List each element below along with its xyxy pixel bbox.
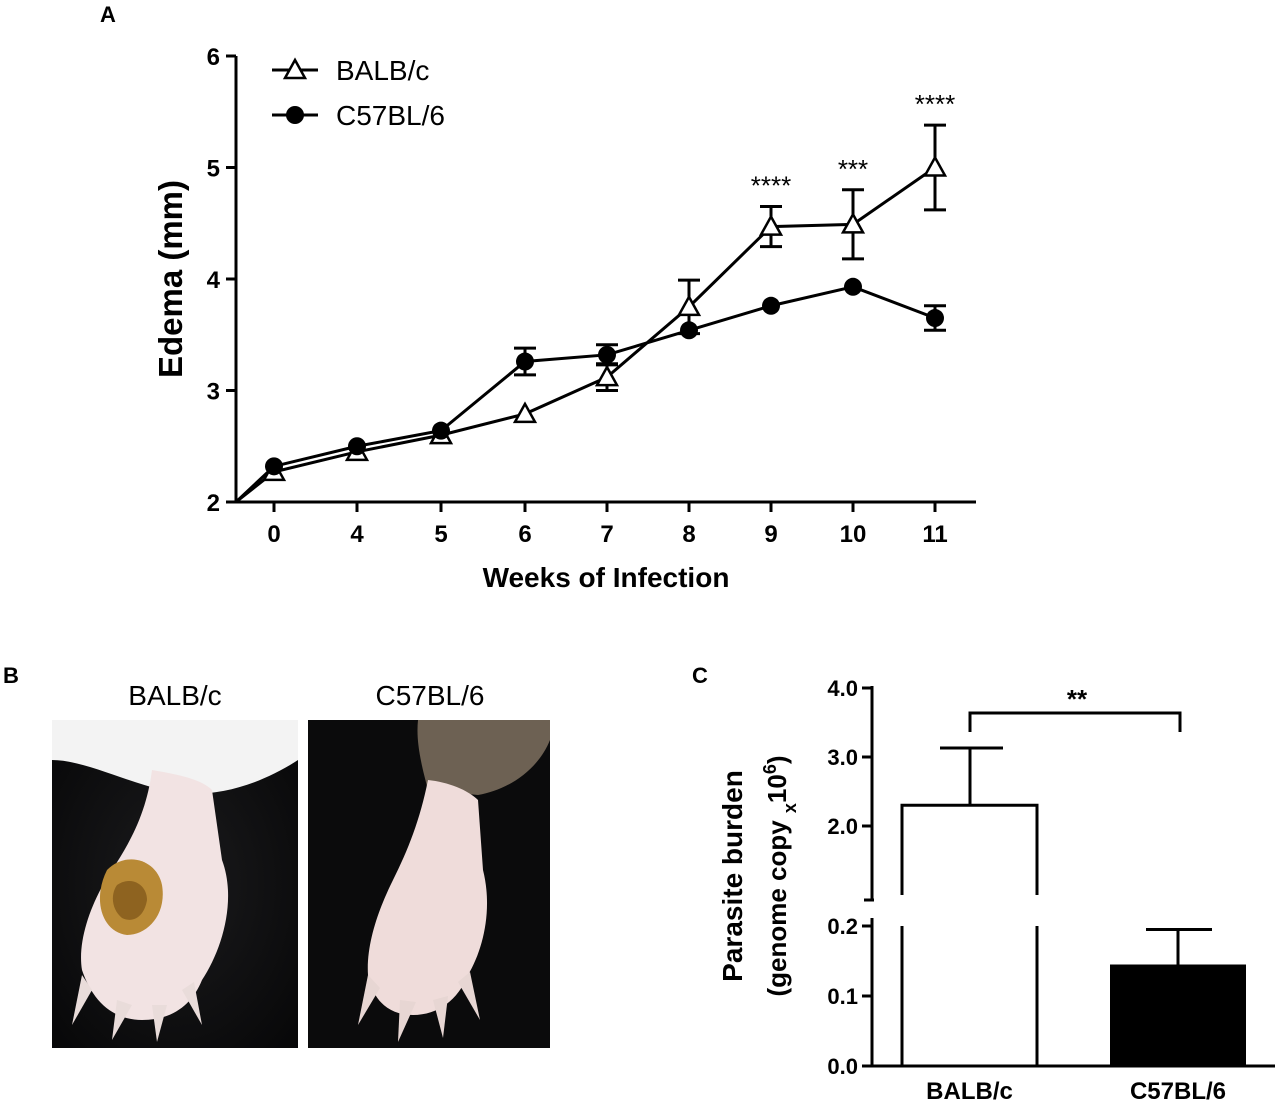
panel-label-b: B <box>3 663 19 688</box>
data-point-c57bl6 <box>348 437 366 456</box>
significance-stars: ** <box>1067 684 1088 714</box>
parasite-burden-bar-chart: 0.0 0.1 0.2 2.0 3.0 4.0 ** BALB/c C57BL/6 Parasit… <box>717 676 1275 1105</box>
y-tick-label: 0.1 <box>827 984 858 1009</box>
y-axis-subtitle-part: 6 <box>760 764 780 774</box>
x-tick-label: C57BL/6 <box>1130 1078 1226 1105</box>
legend-label-c57bl6: C57BL/6 <box>336 100 445 131</box>
data-point-balbc <box>512 401 538 424</box>
data-point-c57bl6 <box>762 296 780 315</box>
bar-balbc-upper <box>900 803 1039 895</box>
y-axis-subtitle-part: 10 <box>762 774 792 803</box>
y-tick-label: 6 <box>207 44 220 71</box>
x-tick-label: 7 <box>600 521 613 548</box>
significance-bracket <box>968 711 1182 732</box>
x-tick-label: 6 <box>518 521 531 548</box>
y-axis-subtitle-part: ) <box>762 755 792 764</box>
y-axis-title: Parasite burden <box>717 770 748 982</box>
data-point-balbc <box>922 154 948 177</box>
data-point-c57bl6 <box>844 277 862 296</box>
photo-title-balbc: BALB/c <box>128 680 222 711</box>
edema-line-chart: 2 3 4 5 6 0 4 5 6 7 8 9 10 11 Weeks of Infection Edema … <box>152 44 976 593</box>
y-axis-subtitle-part: (genome copy <box>762 813 792 996</box>
legend: BALB/c C57BL/6 <box>272 55 445 131</box>
photo-c57bl6-paw <box>308 720 550 1048</box>
legend-marker-balbc <box>282 57 308 80</box>
paw-illustration-c57bl6 <box>308 720 550 1048</box>
series-line-c57bl6 <box>234 285 936 504</box>
photo-balbc-paw <box>52 720 298 1048</box>
y-tick-label: 2 <box>207 490 220 517</box>
data-point-balbc <box>758 214 784 236</box>
x-tick-label: 10 <box>840 521 867 548</box>
y-tick-label: 3 <box>207 379 220 406</box>
bar-balbc-lower <box>900 926 1039 1066</box>
y-tick-label: 4.0 <box>827 676 858 701</box>
photo-title-c57bl6: C57BL/6 <box>375 680 485 711</box>
data-point-balbc <box>840 211 866 234</box>
x-tick-label: 4 <box>350 521 364 548</box>
y-axis-subtitle: (genome copy x106) <box>760 755 800 996</box>
data-point-c57bl6 <box>265 457 283 476</box>
x-axis-title: Weeks of Infection <box>483 562 730 593</box>
data-point-c57bl6 <box>598 345 616 364</box>
paw-illustration-balbc <box>52 720 298 1048</box>
x-tick-label: 8 <box>682 521 695 548</box>
significance-stars: *** <box>838 154 868 184</box>
y-tick-label: 2.0 <box>827 814 858 839</box>
y-axis-title: Edema (mm) <box>152 180 189 378</box>
data-point-c57bl6 <box>516 352 534 371</box>
panel-label-c: C <box>692 663 708 688</box>
x-tick-label: BALB/c <box>926 1078 1013 1105</box>
data-point-c57bl6 <box>680 321 698 340</box>
y-tick-label: 4 <box>207 267 221 294</box>
data-point-c57bl6 <box>926 309 944 328</box>
x-tick-label: 11 <box>922 521 947 548</box>
bar-c57bl6 <box>1110 964 1246 1066</box>
series-line-balbc <box>235 166 936 504</box>
y-tick-label: 0.2 <box>827 914 858 939</box>
data-point-balbc <box>594 364 620 387</box>
y-tick-label: 3.0 <box>827 745 858 770</box>
x-tick-label: 0 <box>267 521 280 548</box>
x-tick-label: 9 <box>764 521 777 548</box>
y-axis-subtitle-part: x <box>780 803 800 813</box>
y-tick-label: 0.0 <box>827 1054 858 1079</box>
panel-label-a: A <box>100 2 116 27</box>
significance-stars: **** <box>751 171 791 201</box>
legend-marker-c57bl6 <box>286 106 304 124</box>
data-point-balbc <box>676 294 702 317</box>
x-tick-label: 5 <box>434 521 447 548</box>
data-point-c57bl6 <box>432 421 450 440</box>
legend-label-balbc: BALB/c <box>336 55 429 86</box>
y-tick-label: 5 <box>207 156 220 183</box>
significance-stars: **** <box>915 89 955 119</box>
